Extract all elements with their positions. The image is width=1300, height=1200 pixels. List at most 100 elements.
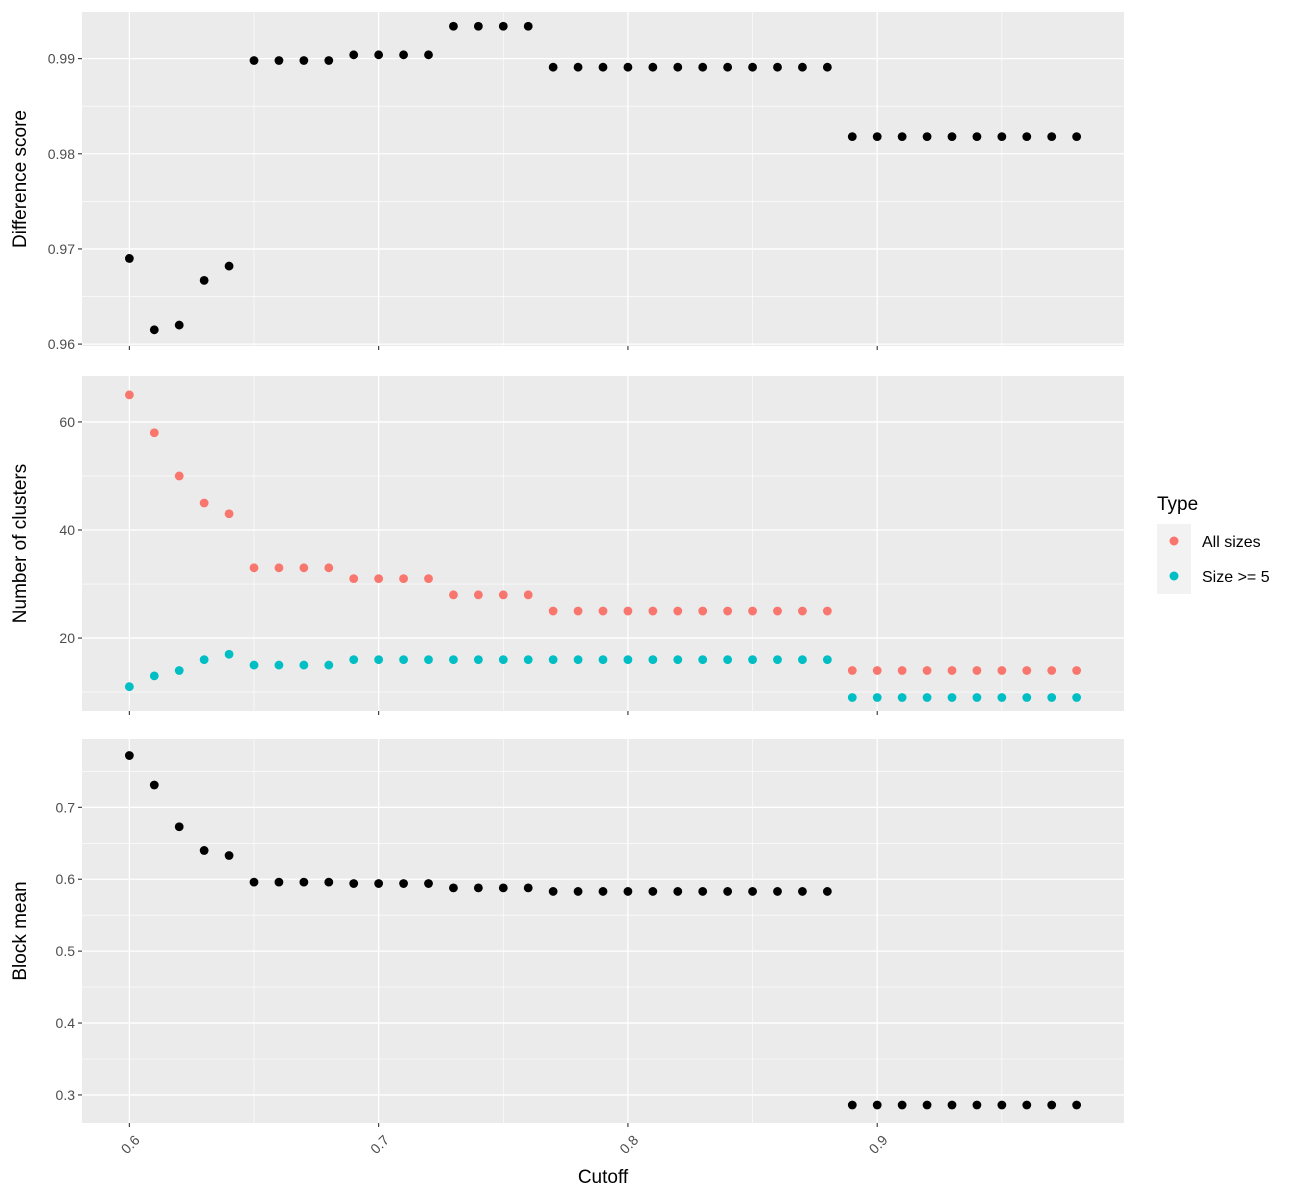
data-point — [598, 887, 608, 896]
y-tick-label: 0.5 — [56, 943, 76, 959]
panel-background — [82, 376, 1124, 711]
panels-layer: 0.96 0.97 0.98 0.99 Difference score 20 40 60 Nu… — [10, 12, 1124, 1127]
data-point — [598, 606, 608, 616]
data-point — [922, 666, 932, 675]
y-tick-label: 40 — [59, 522, 75, 538]
y-tick-label: 0.96 — [48, 336, 75, 352]
y-tick-label: 0.97 — [48, 241, 75, 257]
y-tick-label: 0.99 — [48, 51, 75, 67]
data-point — [149, 780, 159, 790]
data-point — [847, 693, 857, 702]
data-point — [249, 56, 259, 65]
data-point — [1072, 666, 1082, 675]
data-point — [299, 660, 309, 670]
data-point — [847, 132, 857, 142]
data-point — [199, 498, 209, 508]
data-point — [374, 50, 384, 60]
data-point — [648, 62, 658, 72]
data-point — [972, 1100, 982, 1110]
data-point — [1047, 132, 1057, 142]
data-point — [299, 56, 309, 65]
data-point — [997, 132, 1007, 142]
x-tick-label: 0.7 — [367, 1132, 392, 1157]
data-point — [449, 655, 458, 665]
data-point — [673, 887, 683, 896]
data-point — [249, 660, 259, 670]
data-point — [972, 132, 982, 142]
x-tick-label: 0.8 — [616, 1132, 641, 1157]
data-point — [399, 574, 408, 584]
data-point — [1047, 1100, 1057, 1110]
y-axis-title: Block mean — [10, 881, 31, 980]
data-point — [972, 693, 982, 702]
data-point — [199, 275, 209, 285]
y-axis-title: Number of clusters — [10, 464, 31, 623]
data-point — [349, 574, 359, 584]
data-point — [773, 606, 782, 616]
data-point — [598, 62, 608, 72]
data-point — [449, 590, 458, 600]
data-point — [473, 590, 483, 600]
data-point — [424, 879, 433, 888]
data-point — [947, 693, 957, 702]
legend-key-all-sizes — [1169, 536, 1179, 546]
data-point — [149, 325, 159, 335]
data-point — [498, 883, 508, 893]
data-point — [473, 655, 483, 665]
y-tick-label: 0.3 — [56, 1087, 76, 1103]
data-point — [498, 590, 508, 600]
data-point — [723, 887, 733, 896]
data-point — [1022, 1100, 1032, 1110]
data-point — [573, 655, 583, 665]
data-point — [224, 261, 234, 271]
data-point — [224, 851, 234, 860]
data-point — [872, 693, 882, 702]
data-point — [1072, 693, 1082, 702]
data-point — [673, 62, 683, 72]
data-point — [997, 1100, 1007, 1110]
y-axis-title: Difference score — [10, 110, 31, 248]
data-point — [798, 606, 807, 616]
data-point — [1022, 693, 1032, 702]
data-point — [897, 666, 907, 675]
data-point — [822, 887, 832, 896]
data-point — [922, 693, 932, 702]
data-point — [149, 671, 159, 681]
y-tick-label: 20 — [59, 630, 75, 646]
y-tick-label: 60 — [59, 414, 75, 430]
data-point — [199, 655, 209, 665]
data-point — [847, 1100, 857, 1110]
data-point — [773, 887, 782, 896]
data-point — [473, 21, 483, 31]
panel-background — [82, 12, 1124, 346]
series-block-mean — [124, 751, 1082, 1110]
data-point — [573, 887, 583, 896]
data-point — [723, 62, 733, 72]
data-point — [324, 660, 334, 670]
data-point — [174, 471, 184, 481]
data-point — [573, 62, 583, 72]
data-point — [324, 563, 334, 573]
data-point — [997, 693, 1007, 702]
data-point — [648, 887, 658, 896]
data-point — [548, 887, 558, 896]
data-point — [947, 666, 957, 675]
data-point — [449, 883, 458, 893]
data-point — [822, 655, 832, 665]
data-point — [1022, 666, 1032, 675]
data-point — [349, 50, 359, 60]
data-point — [399, 879, 408, 888]
data-point — [124, 254, 134, 263]
data-point — [897, 132, 907, 142]
data-point — [847, 666, 857, 675]
data-point — [972, 666, 982, 675]
data-point — [698, 887, 708, 896]
data-point — [449, 21, 458, 31]
data-point — [274, 563, 284, 573]
data-point — [773, 655, 782, 665]
x-tick-label: 0.9 — [866, 1132, 891, 1157]
data-point — [523, 590, 533, 600]
data-point — [124, 682, 134, 692]
data-point — [598, 655, 608, 665]
